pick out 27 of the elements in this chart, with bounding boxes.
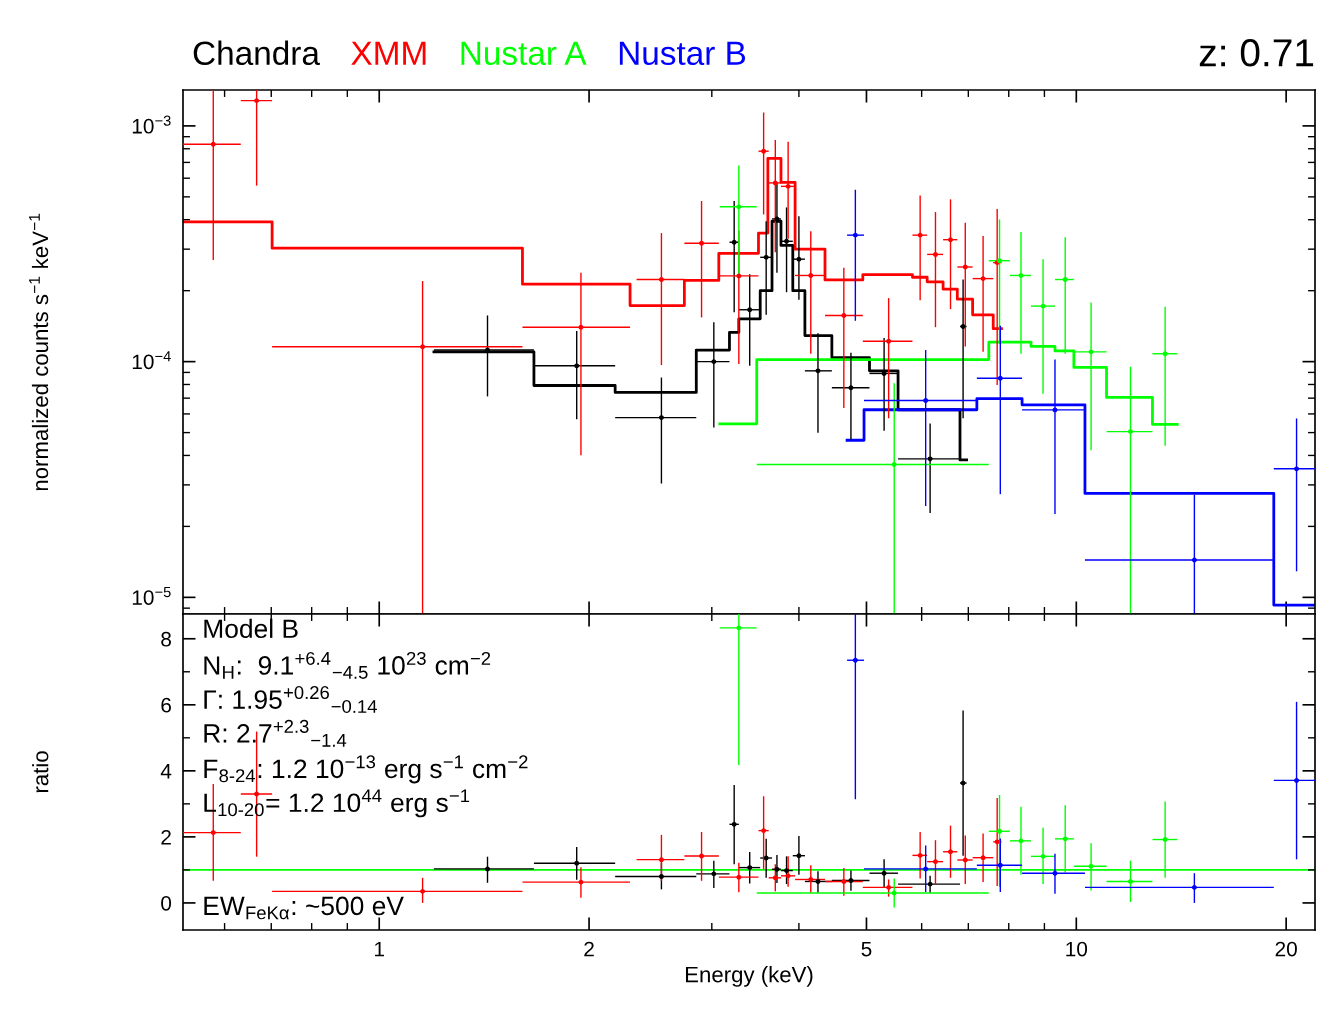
y-tick-label: 6 — [161, 697, 171, 713]
annotation: EW$_{FeKα}$: ~500 eV — [204, 896, 404, 920]
y-tick-label: 8 — [161, 631, 171, 647]
annotation: Γ: 1.95$^{+0.26}$$_{−0.14}$ — [204, 686, 377, 714]
text: Nustar A — [461, 41, 587, 66]
y-tick-label: 0 — [161, 895, 172, 911]
annotation: F$_{8‐24}$: 1.2 10$^{−13}$ erg s$^{−1}$ cm$^{−2}$ — [204, 755, 528, 784]
y-tick-label: 10$^{−4}$ — [132, 351, 171, 370]
annotation: R: 2.7$^{+2.3}$$_{−1.4}$ — [204, 719, 347, 747]
y-tick-label: 10$^{−5}$ — [132, 586, 171, 605]
x-axis-title: Energy (keV) — [685, 966, 813, 987]
text: XMM — [351, 41, 426, 65]
y-tick-label: 4 — [160, 764, 172, 779]
x-tick-label: 2 — [584, 941, 594, 957]
text: Chandra — [193, 40, 320, 66]
annotation: Model B — [204, 618, 298, 639]
x-tick-label: 1 — [375, 941, 384, 957]
x-tick-label: 10 — [1066, 941, 1088, 957]
text: Nustar B — [619, 41, 746, 66]
x-tick-label: 5 — [861, 941, 872, 957]
x-tick-label: 20 — [1275, 941, 1297, 957]
text: z: 0.71 — [1199, 39, 1314, 67]
y-tick-label: 2 — [161, 829, 171, 845]
y-axis-title: ratio — [32, 751, 49, 793]
y-tick-label: 10$^{−3}$ — [132, 115, 171, 134]
y-axis-title: normalized counts s$^{−1}$ keV$^{−1}$ — [29, 213, 49, 491]
text: N$_{H}$: 9.1$^{+6.4}$$_{−4.5}$ 10$^{23}$ cm$^{−2}$ — [204, 651, 491, 679]
